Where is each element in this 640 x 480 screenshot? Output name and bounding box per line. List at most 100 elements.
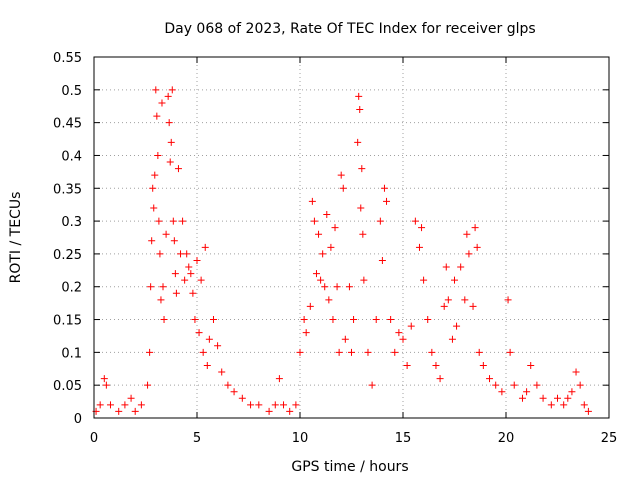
data-point — [564, 394, 572, 402]
x-tick-label: 25 — [601, 431, 618, 446]
data-point — [162, 230, 170, 238]
data-point — [153, 112, 161, 120]
data-point — [183, 250, 191, 258]
data-point — [418, 224, 426, 232]
data-point — [265, 407, 273, 415]
data-point — [170, 237, 178, 245]
data-point — [504, 296, 512, 304]
data-point — [378, 256, 386, 264]
data-point — [411, 217, 419, 225]
data-point — [329, 316, 337, 324]
data-point — [568, 388, 576, 396]
data-point — [195, 329, 203, 337]
data-point — [218, 368, 226, 376]
data-point — [415, 243, 423, 251]
data-point — [185, 263, 193, 271]
data-point — [339, 184, 347, 192]
y-tick-label: 0.05 — [53, 379, 82, 394]
data-point — [539, 394, 547, 402]
data-point — [580, 401, 588, 409]
y-tick-label: 0.1 — [61, 346, 82, 361]
data-point — [469, 302, 477, 310]
data-point — [174, 165, 182, 173]
data-point — [158, 99, 166, 107]
y-tick-label: 0.2 — [61, 281, 82, 296]
data-point — [486, 375, 494, 383]
data-point — [554, 394, 561, 402]
data-point — [275, 375, 283, 383]
data-point — [152, 86, 160, 94]
data-point — [127, 394, 135, 402]
data-point — [372, 316, 380, 324]
data-point — [428, 348, 436, 356]
data-point — [355, 92, 363, 100]
data-point — [341, 335, 349, 343]
data-point — [167, 138, 175, 146]
x-tick-label: 15 — [395, 431, 412, 446]
data-point — [144, 381, 152, 389]
data-point — [300, 316, 308, 324]
data-point — [333, 283, 341, 291]
data-point — [187, 270, 195, 278]
data-point — [302, 329, 310, 337]
data-point — [296, 348, 304, 356]
data-point — [171, 270, 179, 278]
x-tick-label: 10 — [292, 431, 309, 446]
data-point — [453, 322, 461, 330]
data-point — [193, 256, 201, 264]
data-point — [168, 86, 176, 94]
data-point — [492, 381, 500, 389]
data-point — [473, 243, 481, 251]
data-point — [457, 263, 465, 271]
data-point — [321, 283, 329, 291]
data-point — [306, 302, 314, 310]
data-point — [436, 375, 444, 383]
data-point — [271, 401, 279, 409]
data-point — [280, 401, 288, 409]
data-point — [224, 381, 232, 389]
data-point — [115, 407, 123, 415]
data-point — [181, 276, 189, 284]
data-point — [131, 407, 139, 415]
data-point — [510, 381, 518, 389]
data-point — [214, 342, 222, 350]
data-point — [403, 361, 411, 369]
y-tick-label: 0.55 — [53, 51, 82, 66]
data-point — [463, 230, 471, 238]
y-axis-label: ROTI / TECUs — [8, 192, 24, 284]
x-tick-label: 20 — [498, 431, 515, 446]
data-point — [399, 335, 407, 343]
data-point — [164, 92, 172, 100]
data-point — [150, 204, 158, 212]
data-point — [147, 283, 155, 291]
data-point — [327, 243, 335, 251]
data-point — [471, 224, 479, 232]
data-point — [169, 217, 177, 225]
data-point — [358, 165, 366, 173]
data-point — [154, 151, 162, 159]
data-point — [364, 348, 372, 356]
data-point — [533, 381, 541, 389]
data-point — [461, 296, 469, 304]
data-point — [325, 296, 333, 304]
data-point — [584, 407, 592, 415]
data-point — [380, 184, 388, 192]
data-point — [189, 289, 197, 297]
data-point — [442, 263, 450, 271]
data-point — [376, 217, 384, 225]
data-point — [350, 316, 358, 324]
data-point — [475, 348, 483, 356]
data-point — [106, 401, 114, 409]
data-point — [360, 276, 368, 284]
x-axis-label: GPS time / hours — [291, 459, 408, 475]
data-point — [359, 230, 367, 238]
plot-frame — [93, 56, 610, 419]
data-point — [315, 230, 323, 238]
data-point — [199, 348, 207, 356]
data-point — [201, 243, 209, 251]
data-point — [197, 276, 205, 284]
data-point — [345, 283, 353, 291]
data-point — [292, 401, 300, 409]
data-point — [155, 217, 163, 225]
